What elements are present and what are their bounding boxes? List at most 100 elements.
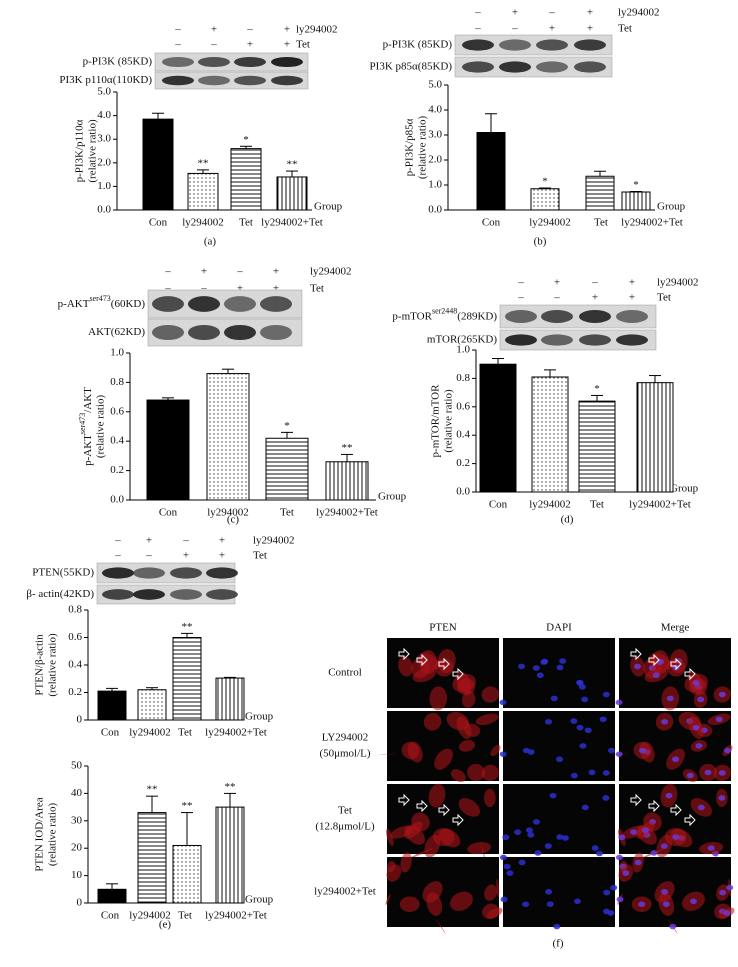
- nucleus: [672, 834, 680, 840]
- blot-band: [536, 61, 568, 73]
- cell: [412, 668, 436, 683]
- x-tick-label: ly294002+Tet: [205, 727, 267, 739]
- text-part: /AKT: [82, 387, 94, 413]
- treatment-sign: +: [629, 292, 635, 304]
- treatment-sign: –: [517, 277, 524, 289]
- treatment-sign: +: [587, 7, 593, 19]
- arrow: [630, 647, 642, 661]
- significance: **: [182, 621, 193, 633]
- cell: [484, 788, 496, 808]
- blot-band: [271, 75, 303, 86]
- bar: [137, 689, 167, 721]
- nucleus: [540, 659, 548, 665]
- arrow: [452, 813, 464, 827]
- treatment-sign: +: [284, 24, 290, 36]
- cell: [399, 896, 420, 912]
- treatment-sign: +: [554, 277, 560, 289]
- nucleus: [545, 888, 553, 895]
- cell: [434, 748, 453, 770]
- y-tick-label: 20: [71, 842, 83, 854]
- treatment-sign: –: [182, 535, 189, 547]
- treatment-sign: +: [587, 23, 593, 35]
- superscript: ser2448: [432, 307, 457, 316]
- arrow: [438, 657, 450, 671]
- blot-band: [499, 39, 531, 51]
- y-tick-label: 0.0: [456, 486, 470, 498]
- significance: **: [287, 159, 298, 171]
- nucleus: [660, 843, 668, 849]
- row-label: (50μmol/L): [319, 748, 370, 760]
- cell: [496, 878, 500, 897]
- significance: **: [147, 784, 158, 796]
- nucleus: [570, 718, 578, 724]
- bar: [585, 175, 615, 211]
- blot-label: p-mTORser2448(289KD): [392, 307, 497, 322]
- blot-band: [198, 56, 230, 68]
- nucleus: [723, 910, 731, 916]
- nucleus: [599, 716, 607, 723]
- blot-band: [616, 334, 648, 346]
- nucleus: [638, 747, 646, 754]
- nucleus: [514, 829, 522, 835]
- bar: [636, 382, 674, 493]
- x-tick-label: Con: [101, 910, 120, 922]
- nucleus: [576, 680, 584, 686]
- y-tick-label: 0.0: [110, 494, 124, 506]
- treatment-sign: +: [219, 535, 225, 547]
- bar: [479, 363, 517, 493]
- treatment-name: ly294002: [618, 7, 660, 19]
- treatment-sign: +: [629, 277, 635, 289]
- y-tick-label: 5.0: [428, 79, 442, 91]
- blot-band: [462, 39, 494, 51]
- nucleus: [499, 751, 507, 757]
- treatment-name: ly294002: [296, 24, 338, 36]
- x-axis-label: Group: [670, 483, 699, 495]
- nucleus: [499, 699, 507, 706]
- nucleus: [607, 910, 615, 916]
- blot-label: PTEN(55KD): [32, 567, 94, 579]
- arrow: [684, 813, 696, 827]
- x-tick-label: ly294002+Tet: [621, 217, 683, 229]
- micrograph: [503, 711, 615, 781]
- cell: [386, 864, 402, 882]
- nucleus: [718, 770, 726, 776]
- blot-label: β- actin(42KD): [26, 588, 94, 600]
- nucleus: [546, 901, 554, 907]
- blot-background: [499, 304, 657, 329]
- y-tick-label: 0.2: [110, 464, 124, 476]
- cell: [378, 753, 397, 755]
- y-tick-label: 0: [77, 714, 83, 726]
- nucleus: [553, 923, 561, 930]
- nucleus: [662, 901, 670, 907]
- nucleus: [630, 829, 638, 835]
- cell: [490, 745, 501, 757]
- blot-band: [616, 310, 648, 323]
- row-label: Control: [328, 667, 362, 679]
- y-tick-label: 0.2: [68, 686, 82, 698]
- bar: [276, 176, 308, 211]
- arrow: [398, 647, 410, 661]
- nucleus: [584, 727, 592, 734]
- treatment-sign: +: [284, 39, 290, 51]
- y-tick-label: 1.0: [110, 347, 124, 359]
- nucleus: [559, 658, 567, 664]
- bar: [187, 172, 219, 211]
- nucleus: [634, 663, 642, 670]
- nucleus: [607, 747, 615, 754]
- row-label: ly294002+Tet: [314, 886, 376, 898]
- cell: [487, 907, 503, 919]
- y-axis-label: (relative ratio): [47, 633, 59, 697]
- cell: [401, 741, 420, 760]
- nucleus: [615, 854, 623, 861]
- x-tick-label: Con: [101, 727, 120, 739]
- bar: [230, 148, 262, 211]
- cell: [458, 798, 480, 817]
- text-part: p-AKT: [82, 434, 94, 466]
- x-tick-label: ly294002: [129, 910, 171, 922]
- bar: [172, 844, 202, 904]
- bar: [146, 399, 190, 501]
- cell: [400, 852, 412, 873]
- column-header: Merge: [661, 622, 690, 634]
- treatment-sign: +: [549, 23, 555, 35]
- row-label: LY294002: [322, 732, 369, 744]
